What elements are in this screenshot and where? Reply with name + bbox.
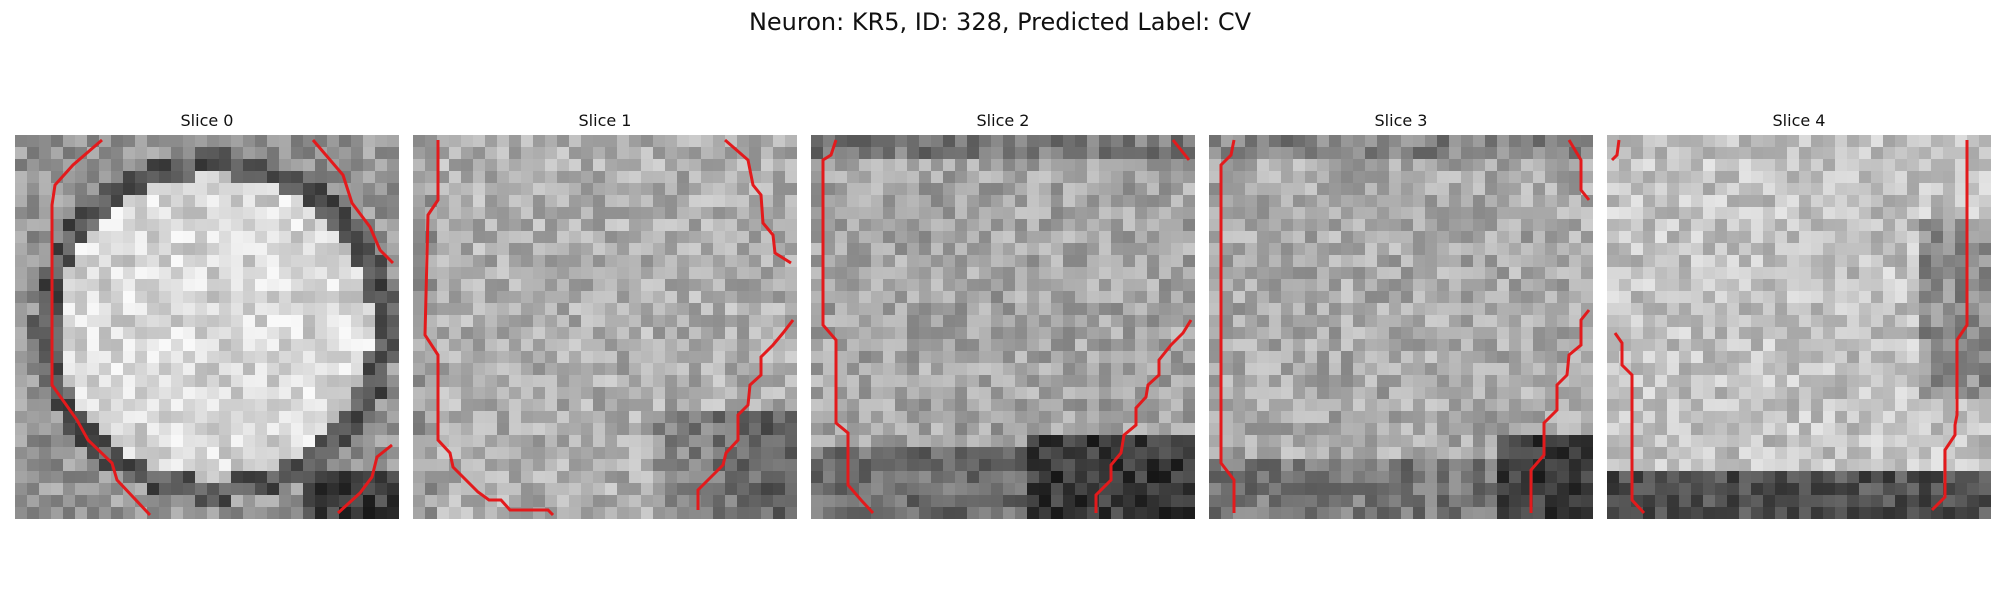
- contour-line: [336, 443, 393, 515]
- contour-overlay: [50, 138, 395, 517]
- figure-title: Neuron: KR5, ID: 328, Predicted Label: C…: [748, 8, 1252, 36]
- contour-line: [1171, 139, 1191, 161]
- grayscale-slice-image: [1209, 135, 1593, 519]
- slice-panel-4: Slice 4: [1607, 110, 1991, 519]
- slice-image: [1209, 135, 1593, 519]
- contour-overlay: [1610, 139, 1969, 515]
- contour-line: [423, 140, 555, 517]
- slice-image: [1607, 135, 1991, 519]
- grayscale-slice-image: [15, 135, 399, 519]
- contour-line: [696, 319, 795, 510]
- slice-title: Slice 4: [1772, 111, 1826, 130]
- slice-title: Slice 3: [1374, 111, 1428, 130]
- slice-panel-0: Slice 0: [15, 110, 399, 519]
- slice-image: [413, 135, 797, 519]
- contour-line: [821, 139, 875, 515]
- grayscale-slice-image: [413, 135, 797, 519]
- grayscale-slice-image: [811, 135, 1195, 519]
- contour-line: [724, 138, 792, 265]
- slice-panel-1: Slice 1: [413, 110, 797, 519]
- slice-title: Slice 2: [976, 111, 1030, 130]
- grayscale-slice-image: [1607, 135, 1991, 519]
- slice-image: [15, 135, 399, 519]
- slice-title: Slice 0: [180, 111, 234, 130]
- contour-line: [1094, 319, 1193, 513]
- slice-image: [811, 135, 1195, 519]
- slice-panel-3: Slice 3: [1209, 110, 1593, 519]
- contour-line: [1529, 309, 1591, 513]
- contour-line: [1930, 140, 1969, 512]
- contour-line: [50, 138, 152, 517]
- contour-overlay: [1219, 139, 1591, 513]
- slice-panel-2: Slice 2: [811, 110, 1195, 519]
- slice-title: Slice 1: [578, 111, 632, 130]
- contour-line: [311, 139, 395, 265]
- contour-overlay: [821, 139, 1193, 515]
- contour-line: [1567, 139, 1591, 201]
- contour-line: [1610, 139, 1621, 162]
- contour-line: [1613, 332, 1646, 515]
- contour-line: [1219, 139, 1236, 513]
- contour-overlay: [423, 138, 795, 517]
